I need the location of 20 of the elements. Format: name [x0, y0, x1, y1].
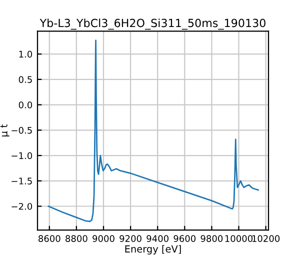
x-tick-label: 9000	[92, 235, 114, 242]
y-tick-label: 1.0	[19, 50, 32, 58]
x-tick-label: 9600	[174, 235, 196, 242]
y-axis-title: μ t	[0, 124, 10, 136]
x-tick-label: 9400	[146, 235, 168, 242]
x-tick-label: 8600	[38, 235, 60, 242]
x-tick-label: 9200	[120, 235, 142, 242]
y-tick-label: 0.5	[18, 76, 32, 83]
line-series	[48, 40, 259, 222]
x-axis-title: Energy [eV]	[125, 245, 181, 254]
x-tick-label: 10000	[225, 235, 253, 242]
y-tick-label: −2.0	[12, 202, 32, 210]
y-tick-label: −1.0	[12, 152, 32, 160]
x-tick-label: 9800	[200, 235, 223, 242]
y-tick-label: −0.5	[12, 126, 32, 134]
y-tick-label: 0.0	[18, 102, 32, 108]
chart-title: Yb-L3_YbCl3_6H2O_Si311_50ms_190130	[40, 18, 266, 30]
x-tick-label: 10200	[252, 235, 280, 242]
y-tick-label: −1.5	[12, 178, 32, 184]
x-tick-label: 8800	[66, 235, 88, 242]
